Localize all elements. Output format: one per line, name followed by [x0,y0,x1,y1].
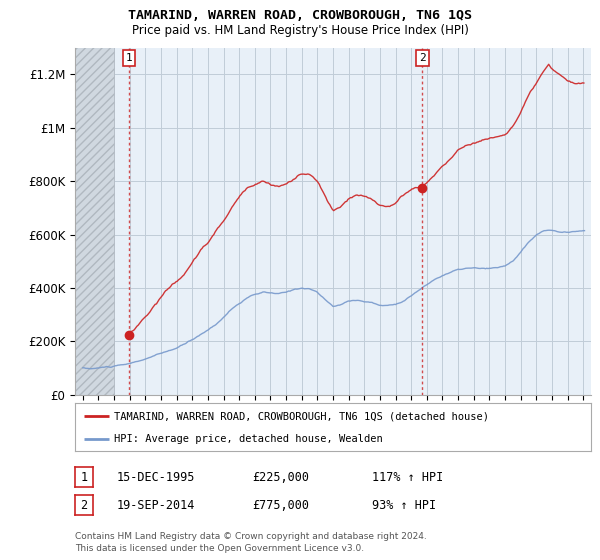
Text: 1: 1 [126,53,133,63]
Text: 117% ↑ HPI: 117% ↑ HPI [372,470,443,484]
Text: Price paid vs. HM Land Registry's House Price Index (HPI): Price paid vs. HM Land Registry's House … [131,24,469,36]
Text: 2: 2 [419,53,426,63]
Text: Contains HM Land Registry data © Crown copyright and database right 2024.: Contains HM Land Registry data © Crown c… [75,532,427,541]
Text: £225,000: £225,000 [252,470,309,484]
Text: TAMARIND, WARREN ROAD, CROWBOROUGH, TN6 1QS (detached house): TAMARIND, WARREN ROAD, CROWBOROUGH, TN6 … [114,411,488,421]
Text: 15-DEC-1995: 15-DEC-1995 [117,470,196,484]
Text: 93% ↑ HPI: 93% ↑ HPI [372,498,436,512]
Text: 19-SEP-2014: 19-SEP-2014 [117,498,196,512]
Text: HPI: Average price, detached house, Wealden: HPI: Average price, detached house, Weal… [114,434,382,444]
Text: £775,000: £775,000 [252,498,309,512]
Text: This data is licensed under the Open Government Licence v3.0.: This data is licensed under the Open Gov… [75,544,364,553]
Text: 1: 1 [80,470,88,484]
Text: 2: 2 [80,498,88,512]
Text: TAMARIND, WARREN ROAD, CROWBOROUGH, TN6 1QS: TAMARIND, WARREN ROAD, CROWBOROUGH, TN6 … [128,9,472,22]
Bar [75,30,114,395]
